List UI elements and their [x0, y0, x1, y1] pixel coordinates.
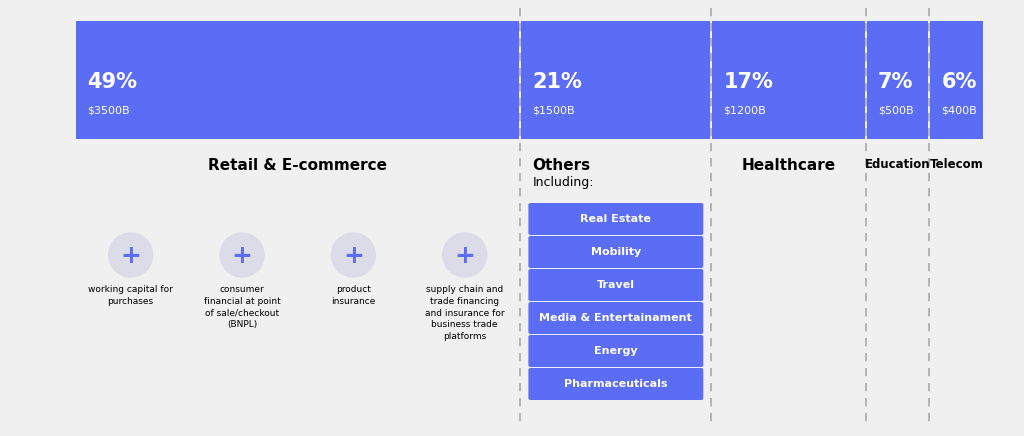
Text: Healthcare: Healthcare: [741, 158, 836, 173]
FancyBboxPatch shape: [528, 368, 703, 400]
Text: Including:: Including:: [532, 176, 594, 189]
Text: $1500B: $1500B: [532, 105, 575, 115]
Text: $3500B: $3500B: [87, 105, 130, 115]
FancyBboxPatch shape: [521, 21, 711, 139]
Text: Media & Entertainament: Media & Entertainament: [540, 313, 692, 323]
Circle shape: [109, 233, 153, 277]
Text: Energy: Energy: [594, 346, 638, 356]
Circle shape: [442, 233, 486, 277]
Circle shape: [220, 233, 264, 277]
Text: consumer
financial at point
of sale/checkout
(BNPL): consumer financial at point of sale/chec…: [204, 285, 281, 330]
Text: Others: Others: [532, 158, 591, 173]
Text: 21%: 21%: [532, 72, 583, 92]
Text: $1200B: $1200B: [723, 105, 766, 115]
Text: Travel: Travel: [597, 280, 635, 290]
FancyBboxPatch shape: [528, 335, 703, 367]
Text: +: +: [455, 244, 475, 268]
Text: Mobility: Mobility: [591, 247, 641, 257]
Text: 49%: 49%: [87, 72, 137, 92]
Text: working capital for
purchases: working capital for purchases: [88, 285, 173, 306]
Text: 7%: 7%: [878, 72, 913, 92]
Text: $400B: $400B: [941, 105, 977, 115]
Text: product
insurance: product insurance: [331, 285, 376, 306]
Text: Retail & E-commerce: Retail & E-commerce: [208, 158, 387, 173]
Circle shape: [332, 233, 376, 277]
FancyBboxPatch shape: [528, 203, 703, 235]
Text: +: +: [120, 244, 141, 268]
FancyBboxPatch shape: [931, 21, 983, 139]
FancyBboxPatch shape: [528, 269, 703, 301]
Text: 6%: 6%: [941, 72, 977, 92]
Text: $500B: $500B: [878, 105, 913, 115]
Text: supply chain and
trade financing
and insurance for
business trade
platforms: supply chain and trade financing and ins…: [425, 285, 505, 341]
FancyBboxPatch shape: [713, 21, 865, 139]
Text: +: +: [231, 244, 253, 268]
Text: Real Estate: Real Estate: [581, 214, 651, 224]
FancyBboxPatch shape: [76, 21, 519, 139]
Text: Education: Education: [865, 158, 931, 171]
Text: 17%: 17%: [723, 72, 773, 92]
Text: +: +: [343, 244, 364, 268]
FancyBboxPatch shape: [867, 21, 929, 139]
FancyBboxPatch shape: [528, 302, 703, 334]
Text: Telecom: Telecom: [930, 158, 984, 171]
Text: Pharmaceuticals: Pharmaceuticals: [564, 379, 668, 389]
FancyBboxPatch shape: [528, 236, 703, 268]
